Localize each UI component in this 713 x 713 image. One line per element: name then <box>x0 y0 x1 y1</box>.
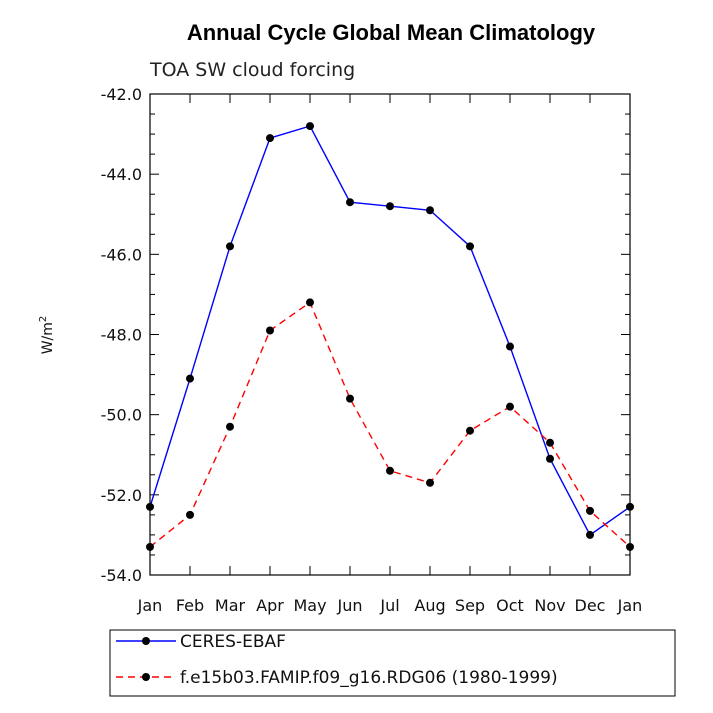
y-tick-label: -50.0 <box>101 406 142 425</box>
data-point-series-1 <box>266 326 274 335</box>
y-axis-label-superscript: 2 <box>38 316 49 322</box>
data-point-series-0 <box>386 202 394 211</box>
data-point-series-0 <box>466 242 474 251</box>
data-point-series-0 <box>146 502 154 511</box>
x-tick-label: Mar <box>215 596 246 615</box>
data-point-series-1 <box>386 466 394 475</box>
data-point-series-1 <box>346 394 354 403</box>
x-tick-label: Apr <box>256 596 284 615</box>
x-tick-label: Feb <box>176 596 204 615</box>
legend-label-model: f.e15b03.FAMIP.f09_g16.RDG06 (1980-1999) <box>180 668 558 688</box>
x-tick-label: Jan <box>617 596 643 615</box>
plot-frame <box>149 93 631 576</box>
legend-marker-ceres <box>142 637 150 645</box>
legend-box <box>109 629 676 697</box>
x-tick-label: Oct <box>496 596 524 615</box>
x-tick-label: Jul <box>379 596 399 615</box>
x-tick-label: Jan <box>137 596 163 615</box>
x-tick-label: Sep <box>455 596 485 615</box>
data-point-series-1 <box>186 510 194 519</box>
data-point-series-1 <box>626 542 634 551</box>
data-point-series-1 <box>306 298 314 307</box>
series-group <box>146 122 634 551</box>
data-point-series-1 <box>546 438 554 447</box>
series-line-1 <box>149 301 631 548</box>
y-tick-label: -42.0 <box>101 85 142 104</box>
y-axis-label: W/m2 <box>38 316 56 355</box>
y-tick-label: -44.0 <box>101 165 142 184</box>
chart-subtitle: TOA SW cloud forcing <box>149 59 355 81</box>
x-tick-label: Dec <box>575 596 606 615</box>
legend-label-ceres: CERES-EBAF <box>180 632 286 652</box>
data-point-series-1 <box>146 542 154 551</box>
y-axis-label-main: W/m <box>40 322 56 354</box>
legend-marker-model <box>142 673 150 681</box>
x-tick-label: Aug <box>414 596 445 615</box>
data-point-series-0 <box>426 206 434 215</box>
y-tick-label: -48.0 <box>101 326 142 345</box>
data-point-series-1 <box>586 506 594 515</box>
data-point-series-0 <box>306 122 314 131</box>
data-point-series-0 <box>186 374 194 383</box>
data-point-series-0 <box>346 198 354 207</box>
data-point-series-0 <box>266 134 274 143</box>
data-point-series-0 <box>546 454 554 463</box>
y-tick-label: -46.0 <box>101 245 142 264</box>
data-point-series-0 <box>226 242 234 251</box>
chart-title: Annual Cycle Global Mean Climatology <box>187 20 596 45</box>
x-tick-label: Jun <box>337 596 363 615</box>
data-point-series-1 <box>426 478 434 487</box>
data-point-series-1 <box>506 402 514 411</box>
data-point-series-0 <box>586 530 594 539</box>
data-point-series-1 <box>226 422 234 431</box>
x-tick-label: May <box>293 596 326 615</box>
data-point-series-1 <box>466 426 474 435</box>
y-tick-label: -54.0 <box>101 566 142 585</box>
data-point-series-0 <box>506 342 514 351</box>
y-tick-label: -52.0 <box>101 486 142 505</box>
x-tick-label: Nov <box>534 596 565 615</box>
axes-group: -42.0 -44.0 -46.0 -48.0 -50.0 -52.0 -54.0 Jan Fe… <box>101 85 643 615</box>
data-point-series-0 <box>626 502 634 511</box>
